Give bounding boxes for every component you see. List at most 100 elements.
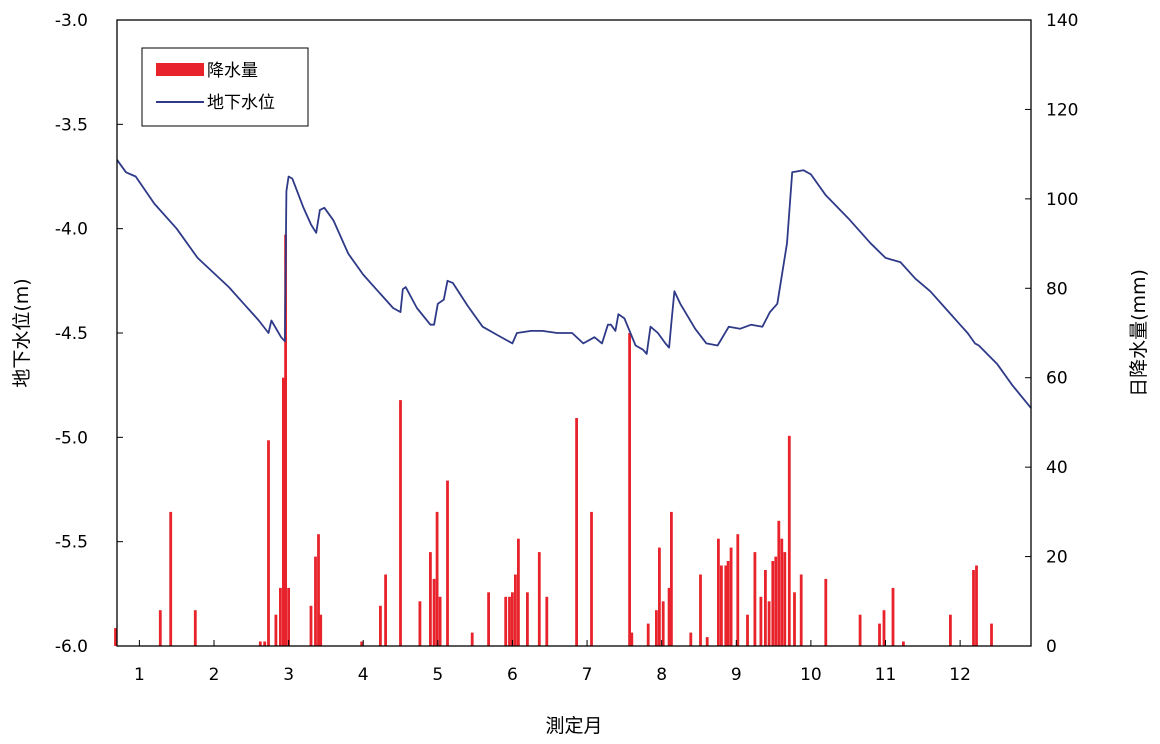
rain-bar — [470, 632, 474, 646]
right-tick-label: 40 — [1046, 458, 1068, 478]
left-tick-label: -3.5 — [55, 115, 88, 135]
rain-bar — [724, 565, 728, 646]
rain-bar — [655, 610, 658, 646]
rain-bar — [384, 574, 387, 646]
rain-bar — [891, 587, 895, 646]
x-tick-label: 6 — [507, 665, 518, 685]
rain-bar — [511, 592, 514, 646]
rain-bar — [746, 614, 749, 646]
rain-bar — [279, 587, 282, 646]
rain-bar — [575, 418, 578, 646]
rain-bar — [787, 435, 791, 646]
right-tick-label: 80 — [1046, 279, 1068, 299]
rain-bar — [949, 614, 952, 646]
rain-bar — [783, 552, 787, 646]
rain-bar — [858, 614, 862, 646]
rain-bar — [705, 637, 709, 646]
rain-bar — [399, 400, 402, 646]
rain-bar — [590, 511, 593, 646]
rain-bar — [630, 632, 634, 646]
left-axis-ticks: -6.0 -5.5 -5.0 -4.5 -4.0 -3.5 -3.0 — [55, 11, 123, 657]
rain-bar — [777, 520, 781, 646]
rain-bar — [882, 610, 886, 646]
rain-bar — [360, 641, 364, 646]
rain-bar — [736, 534, 740, 646]
x-tick-label: 11 — [875, 665, 897, 685]
right-tick-label: 60 — [1046, 369, 1068, 389]
rain-bar — [824, 578, 828, 646]
rain-bar — [319, 614, 323, 646]
rain-bar — [793, 592, 796, 646]
right-tick-label: 140 — [1046, 11, 1078, 31]
x-axis-ticks: 1 2 3 4 5 6 7 8 9 10 11 12 — [134, 640, 971, 685]
left-tick-label: -6.0 — [55, 637, 88, 657]
x-tick-label: 1 — [134, 665, 145, 685]
rain-bar — [729, 547, 733, 646]
rain-bar — [771, 561, 775, 646]
x-tick-label: 8 — [656, 665, 667, 685]
rain-bar — [759, 596, 763, 646]
left-tick-label: -5.0 — [55, 428, 88, 448]
rain-bar — [628, 333, 631, 646]
rain-bar — [446, 480, 449, 646]
rain-bar — [526, 592, 529, 646]
right-tick-label: 0 — [1046, 637, 1057, 657]
x-axis-title: 測定月 — [545, 715, 602, 737]
rain-bar — [263, 641, 267, 646]
right-tick-label: 20 — [1046, 548, 1068, 568]
rain-bar — [169, 511, 173, 646]
left-tick-label: -3.0 — [55, 11, 88, 31]
right-tick-label: 100 — [1046, 190, 1078, 210]
rain-bar — [646, 623, 650, 646]
rain-bar — [517, 538, 520, 646]
rain-bar — [418, 601, 422, 646]
rain-bar — [114, 628, 117, 646]
left-tick-label: -4.0 — [55, 220, 88, 240]
rain-bar — [661, 601, 665, 646]
rain-bar — [284, 234, 287, 646]
legend-groundwater-label: 地下水位 — [207, 93, 275, 113]
x-tick-label: 7 — [582, 665, 593, 685]
rain-bar — [487, 592, 490, 646]
rain-bar — [720, 565, 723, 646]
rain-bar — [258, 641, 262, 646]
rain-bar — [317, 534, 320, 646]
rain-bar — [438, 596, 442, 646]
right-y-axis-title: 日降水量(mm) — [1128, 269, 1150, 397]
rain-bar — [670, 511, 673, 646]
rain-bar — [774, 556, 778, 646]
rain-bar — [878, 623, 881, 646]
left-tick-label: -5.5 — [55, 533, 88, 553]
x-tick-label: 5 — [432, 665, 443, 685]
rain-bar — [309, 605, 313, 646]
rain-bar — [667, 587, 671, 646]
rain-bar — [902, 641, 905, 646]
rain-bar — [379, 605, 382, 646]
rain-bar — [975, 565, 978, 646]
groundwater-level-line — [116, 159, 1032, 409]
legend-rain-swatch — [156, 63, 204, 76]
rainfall-bars — [114, 234, 993, 646]
x-tick-label: 4 — [358, 665, 369, 685]
rain-bar — [158, 610, 162, 646]
rain-bar — [699, 574, 702, 646]
rain-bar — [287, 587, 290, 646]
legend: 降水量 地下水位 — [141, 47, 309, 127]
rain-bar — [282, 377, 285, 646]
legend-rain-label: 降水量 — [207, 61, 258, 81]
rain-bar — [658, 547, 661, 646]
rain-bar — [780, 538, 784, 646]
rain-bar — [432, 578, 436, 646]
rain-bar — [764, 570, 767, 646]
rain-bar — [267, 440, 270, 646]
rain-bar — [799, 574, 803, 646]
x-tick-label: 10 — [800, 665, 822, 685]
x-tick-label: 2 — [209, 665, 220, 685]
right-tick-label: 120 — [1046, 100, 1078, 120]
rain-bar — [429, 552, 432, 646]
x-tick-label: 3 — [283, 665, 294, 685]
rain-bar — [314, 556, 317, 646]
rain-bar — [274, 614, 278, 646]
rain-bar — [514, 574, 517, 646]
x-tick-label: 12 — [949, 665, 971, 685]
